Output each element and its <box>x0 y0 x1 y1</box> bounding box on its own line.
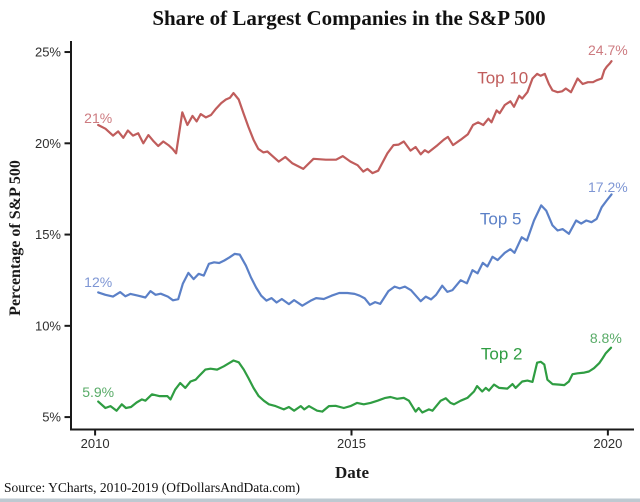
series-layer <box>97 60 613 414</box>
annotation-top2-series-label: Top 2 <box>481 344 523 363</box>
x-axis-title: Date <box>335 463 369 482</box>
y-tick-label-10%: 10% <box>35 318 61 333</box>
x-tick-label-2010: 2010 <box>81 436 110 451</box>
source-credit: Source: YCharts, 2010-2019 (OfDollarsAnd… <box>4 480 300 495</box>
annotation-top10-series-label: Top 10 <box>477 69 528 88</box>
annotation-top5-end-value: 17.2% <box>588 179 628 195</box>
annotation-top5-start-value: 12% <box>84 274 112 290</box>
y-tick-label-5%: 5% <box>42 410 61 425</box>
series-line-top5 <box>97 193 613 307</box>
y-tick-label-25%: 25% <box>35 45 61 60</box>
axes-layer <box>70 41 634 431</box>
bottom-edge-strip <box>0 498 640 502</box>
series-line-top10 <box>97 60 613 175</box>
y-tick-label-20%: 20% <box>35 136 61 151</box>
annotation-top2-end-value: 8.8% <box>590 330 622 346</box>
x-tick-label-2020: 2020 <box>593 436 622 451</box>
axes-lines <box>70 41 634 431</box>
y-axis-title: Percentage of S&P 500 <box>7 160 24 316</box>
chart-title: Share of Largest Companies in the S&P 50… <box>152 6 545 30</box>
annotations-layer: 21% 24.7% Top 10 12% 17.2% Top 5 5.9% 8.8% Top 2 <box>82 42 628 400</box>
annotation-top10-end-value: 24.7% <box>588 42 628 58</box>
annotation-top5-series-label: Top 5 <box>480 209 522 228</box>
y-tick-label-15%: 15% <box>35 227 61 242</box>
series-line-top2 <box>97 346 613 414</box>
x-tick-label-2015: 2015 <box>337 436 366 451</box>
annotation-top10-start-value: 21% <box>84 110 112 126</box>
annotation-top2-start-value: 5.9% <box>82 384 114 400</box>
axis-ticks-layer: 25% 20% 15% 10% 5% 2010 2015 2020 <box>35 45 622 451</box>
